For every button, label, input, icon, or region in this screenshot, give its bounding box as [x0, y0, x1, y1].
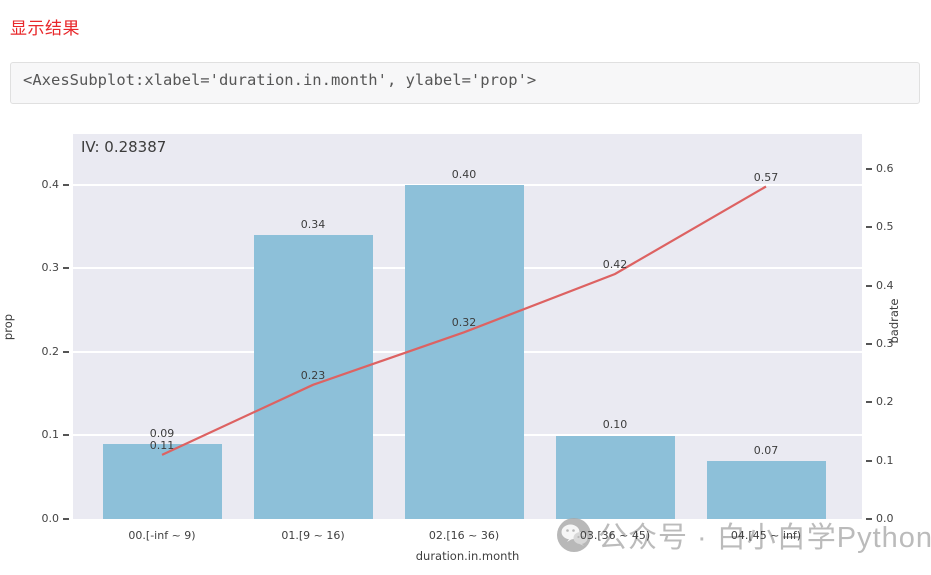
- bar-00.[-inf ~ 9): [102, 443, 222, 519]
- output-code-block: <AxesSubplot:xlabel='duration.in.month',…: [10, 62, 920, 104]
- x-tick-label: 01.[9 ~ 16): [281, 529, 345, 542]
- tick-mark: [866, 518, 872, 520]
- tick-label: 0.6: [862, 162, 894, 176]
- tick-mark: [866, 459, 872, 462]
- bar-value-label: 0.10: [602, 418, 628, 432]
- x-tick-label: 03.[36 ~ 45): [579, 529, 651, 542]
- x-axis-ticks: 00.[-inf ~ 9) 01.[9 ~ 16) 02.[16 ~ 36) 03.[…: [73, 529, 862, 545]
- badrate-line: [161, 185, 767, 456]
- line-value-label: 0.11: [149, 438, 175, 452]
- axes-subplot-repr: <AxesSubplot:xlabel='duration.in.month',…: [23, 71, 537, 89]
- tick-label: 0.4: [862, 279, 894, 293]
- x-tick-label: 00.[-inf ~ 9): [128, 529, 196, 542]
- line-value-label: 0.42: [602, 258, 628, 271]
- left-axis-title: prop: [1, 313, 15, 341]
- chart-figure: IV: 0.28387 0.09 0.34 0.40 0.10 0.07 0.11 0.23…: [0, 122, 931, 575]
- tick-label: 0.1: [42, 428, 74, 442]
- iv-annotation: IV: 0.28387: [81, 138, 167, 156]
- tick-mark: [866, 226, 872, 229]
- bar-value-label: 0.09: [149, 426, 175, 440]
- line-value-label: 0.32: [451, 316, 477, 330]
- tick-mark: [866, 343, 872, 345]
- right-axis-title: badrate: [887, 298, 901, 344]
- tick-label: 0.0: [42, 512, 74, 526]
- tick-mark: [63, 434, 69, 437]
- x-axis-title: duration.in.month: [415, 549, 520, 563]
- x-tick-label: 04.[45 ~ inf): [730, 529, 802, 542]
- bar-value-label: 0.40: [451, 167, 477, 181]
- tick-label: 0.3: [862, 337, 894, 351]
- tick-mark: [63, 183, 69, 186]
- gridline: [73, 183, 862, 186]
- tick-mark: [63, 350, 69, 353]
- tick-label: 0.2: [862, 395, 894, 409]
- bar-value-label: 0.34: [300, 218, 326, 232]
- tick-label: 0.5: [862, 220, 894, 234]
- tick-label: 0.0: [862, 512, 894, 526]
- page-title: 显示结果: [10, 19, 80, 38]
- right-axis-ticks: 0.0 0.1 0.2 0.3 0.4 0.5 0.6: [862, 134, 931, 525]
- tick-label: 0.1: [862, 454, 894, 468]
- tick-mark: [866, 401, 872, 404]
- line-value-label: 0.23: [300, 368, 326, 382]
- x-tick-label: 02.[16 ~ 36): [428, 529, 500, 542]
- line-value-label: 0.57: [753, 170, 779, 184]
- plot-area: IV: 0.28387 0.09 0.34 0.40 0.10 0.07 0.11 0.23…: [73, 134, 862, 519]
- tick-label: 0.3: [42, 261, 74, 275]
- tick-label: 0.4: [42, 178, 74, 192]
- bar-04.[45 ~ inf): [706, 460, 826, 519]
- bar-02.[16 ~ 36): [404, 184, 524, 519]
- tick-label: 0.2: [42, 345, 74, 359]
- tick-mark: [63, 267, 69, 270]
- left-axis-ticks: 0.0 0.1 0.2 0.3 0.4: [0, 134, 74, 525]
- tick-mark: [866, 168, 872, 170]
- bar-value-label: 0.07: [753, 443, 779, 457]
- bar-01.[9 ~ 16): [253, 235, 373, 519]
- tick-mark: [866, 284, 872, 287]
- tick-mark: [63, 518, 69, 520]
- bar-03.[36 ~ 45): [555, 435, 675, 519]
